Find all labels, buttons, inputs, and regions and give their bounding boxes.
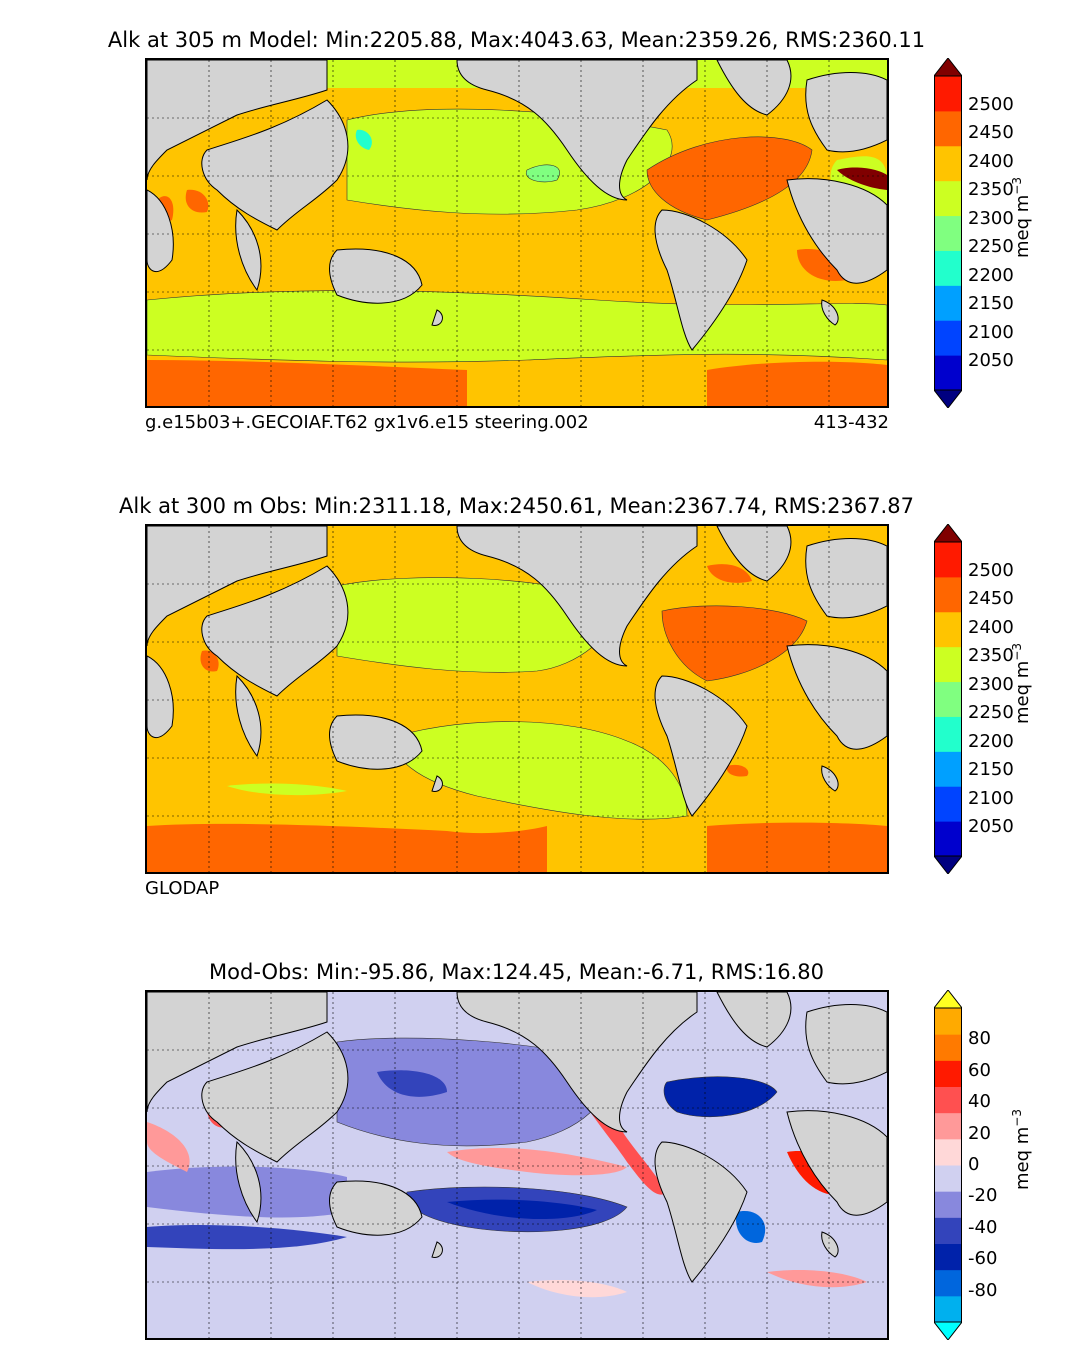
colorbar-segment	[934, 180, 962, 217]
colorbar-segment	[934, 1086, 962, 1114]
colorbar-tick-label: 20	[968, 1122, 991, 1144]
colorbar-tick-label: 60	[968, 1059, 991, 1081]
colorbar-tick-label: 2050	[968, 350, 1014, 372]
colorbar-segment	[934, 646, 962, 683]
colorbar	[932, 57, 964, 409]
colorbar-over-extend	[932, 989, 964, 1009]
colorbar-segment	[934, 215, 962, 251]
colorbar-over-extend	[932, 57, 964, 77]
colorbar-frame	[934, 541, 962, 857]
colorbar-segment	[934, 1060, 962, 1087]
colorbar-svg	[932, 523, 964, 875]
colorbar-segment	[934, 1138, 962, 1166]
colorbar-under-extend	[932, 855, 964, 875]
panel-title: Mod-Obs: Min:-95.86, Max:124.45, Mean:-6…	[209, 960, 824, 984]
colorbar-segment	[934, 1165, 962, 1192]
colorbar-tick-label: -60	[968, 1248, 998, 1270]
colorbar-tick-label: 2050	[968, 816, 1014, 838]
colorbar-tick-label: 2400	[968, 150, 1014, 172]
colorbar-segment	[934, 76, 962, 112]
units-label: meq m−3	[1010, 1109, 1033, 1190]
colorbar-svg	[932, 57, 964, 409]
colorbar-segment	[934, 145, 962, 182]
panel-title: Alk at 300 m Obs: Min:2311.18, Max:2450.…	[119, 494, 914, 518]
colorbar-segment	[934, 1191, 962, 1218]
colorbar-tick-label: 2150	[968, 293, 1014, 315]
colorbar-segment	[934, 1243, 962, 1271]
colorbar-over-extend	[932, 523, 964, 543]
colorbar-tick-label: 2300	[968, 673, 1014, 695]
colorbar-tick-label: 2350	[968, 645, 1014, 667]
colorbar-segment	[934, 821, 962, 857]
map-obs	[145, 524, 889, 874]
colorbar-tick-label: 0	[968, 1154, 980, 1175]
colorbar-tick-label: -20	[968, 1185, 998, 1207]
colorbar-segment	[934, 1008, 962, 1035]
run-name-caption: g.e15b03+.GECOIAF.T62 gx1v6.e15 steering…	[145, 412, 589, 433]
colorbar-segment	[934, 110, 962, 147]
year-range-caption: 413-432	[813, 412, 889, 433]
colorbar-segment	[934, 250, 962, 286]
colorbar-tick-label: -40	[968, 1216, 998, 1238]
colorbar-tick-label: 2250	[968, 702, 1014, 724]
colorbar-frame	[934, 75, 962, 391]
colorbar-segment	[934, 355, 962, 391]
colorbar-segment	[934, 320, 962, 356]
colorbar-tick-label: 2100	[968, 787, 1014, 809]
colorbar-segment	[934, 285, 962, 321]
colorbar-frame	[934, 1007, 962, 1323]
colorbar-tick-label: 80	[968, 1028, 991, 1050]
colorbar-segment	[934, 681, 962, 717]
colorbar-segment	[934, 1217, 962, 1244]
dataset-caption: GLODAP	[145, 878, 220, 899]
colorbar-tick-label: 2400	[968, 616, 1014, 638]
colorbar-segment	[934, 576, 962, 613]
colorbar-segment	[934, 611, 962, 648]
colorbar-tick-label: 2450	[968, 588, 1014, 610]
colorbar-tick-label: 40	[968, 1091, 991, 1113]
colorbar	[932, 523, 964, 875]
colorbar-segment	[934, 751, 962, 787]
colorbar-tick-label: 2450	[968, 122, 1014, 144]
colorbar-tick-label: -80	[968, 1279, 998, 1301]
colorbar-tick-label: 2250	[968, 236, 1014, 258]
colorbar-svg	[932, 989, 964, 1341]
colorbar-tick-label: 2100	[968, 321, 1014, 343]
colorbar-tick-label: 2300	[968, 207, 1014, 229]
colorbar-segment	[934, 1295, 962, 1323]
colorbar-segment	[934, 1269, 962, 1297]
colorbar-segment	[934, 786, 962, 822]
panel-title: Alk at 305 m Model: Min:2205.88, Max:404…	[107, 28, 926, 52]
colorbar-under-extend	[932, 389, 964, 409]
colorbar	[932, 989, 964, 1341]
colorbar-tick-label: 2500	[968, 93, 1014, 115]
colorbar-tick-label: 2200	[968, 264, 1014, 286]
colorbar-tick-label: 2350	[968, 179, 1014, 201]
colorbar-tick-label: 2200	[968, 730, 1014, 752]
colorbar-segment	[934, 542, 962, 578]
colorbar-segment	[934, 1034, 962, 1061]
colorbar-tick-label: 2500	[968, 559, 1014, 581]
map-diff	[145, 990, 889, 1340]
colorbar-segment	[934, 716, 962, 752]
colorbar-under-extend	[932, 1321, 964, 1341]
map-model	[145, 58, 889, 408]
colorbar-tick-label: 2150	[968, 759, 1014, 781]
colorbar-segment	[934, 1112, 962, 1140]
